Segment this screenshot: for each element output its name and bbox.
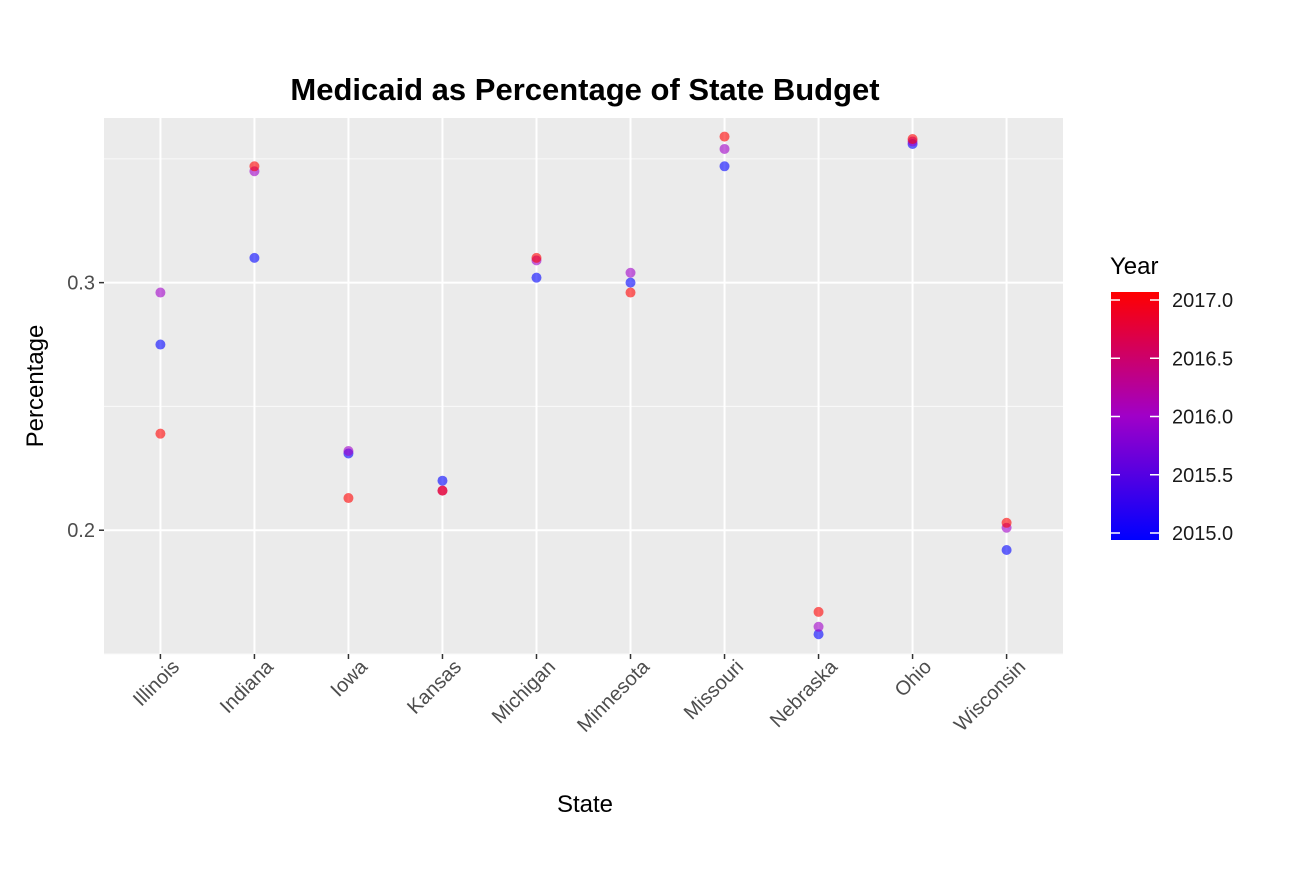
- legend-label: 2015.5: [1172, 465, 1233, 487]
- data-point: [719, 143, 730, 154]
- x-tick-label: Minnesota: [573, 655, 654, 736]
- x-tick-label: Ohio: [891, 656, 936, 701]
- x-tick-label: Illinois: [129, 656, 184, 711]
- data-point: [531, 252, 542, 263]
- y-axis: 0.2 0.3: [67, 273, 104, 542]
- x-axis-title: State: [557, 791, 613, 818]
- data-point: [249, 252, 260, 263]
- legend-label: 2015.0: [1172, 523, 1233, 545]
- y-tick-label: 0.3: [67, 273, 95, 295]
- data-point: [625, 287, 636, 298]
- x-tick-label: Indiana: [216, 655, 279, 718]
- data-point: [1001, 545, 1012, 556]
- x-tick-label: Missouri: [680, 656, 748, 724]
- legend-label: 2017.0: [1172, 290, 1233, 312]
- x-tick-label: Wisconsin: [950, 656, 1030, 736]
- data-point: [813, 621, 824, 632]
- data-point: [155, 339, 166, 350]
- y-tick-label: 0.2: [67, 520, 95, 542]
- color-legend: Year 2017.0 2016.5 2016.0 2015.5 2015.0: [1110, 253, 1233, 545]
- data-points: [155, 131, 1012, 640]
- data-point: [1001, 517, 1012, 528]
- legend-label: 2016.5: [1172, 348, 1233, 370]
- legend-label: 2016.0: [1172, 407, 1233, 429]
- data-point: [813, 629, 824, 640]
- data-point: [719, 161, 730, 172]
- chart-title: Medicaid as Percentage of State Budget: [290, 72, 879, 107]
- data-point: [625, 267, 636, 278]
- data-point: [343, 445, 354, 456]
- data-point: [437, 475, 448, 486]
- data-point: [625, 277, 636, 288]
- legend-title: Year: [1110, 253, 1159, 280]
- x-tick-label: Iowa: [327, 655, 373, 701]
- data-point: [907, 134, 918, 145]
- data-point: [531, 272, 542, 283]
- y-axis-title: Percentage: [22, 325, 49, 448]
- data-point: [719, 131, 730, 142]
- x-tick-label: Nebraska: [766, 655, 843, 732]
- plot-panel: [104, 118, 1063, 654]
- data-point: [155, 287, 166, 298]
- data-point: [249, 161, 260, 172]
- data-point: [813, 606, 824, 617]
- data-point: [437, 485, 448, 496]
- legend-ticks: 2017.0 2016.5 2016.0 2015.5 2015.0: [1111, 290, 1233, 545]
- x-tick-label: Kansas: [403, 656, 466, 719]
- gridlines: [104, 118, 1063, 655]
- data-point: [343, 493, 354, 504]
- x-tick-label: Michigan: [488, 656, 560, 728]
- data-point: [155, 428, 166, 439]
- x-axis: Illinois Indiana Iowa Kansas Michigan Minneso…: [129, 654, 1030, 737]
